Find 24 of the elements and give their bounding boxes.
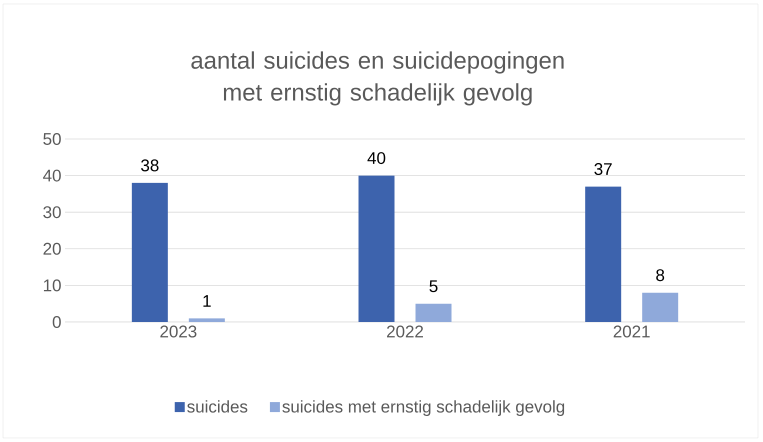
- legend-label: suicides: [187, 400, 248, 413]
- x-tick-label: 2023: [160, 326, 196, 338]
- data-label: 1: [203, 295, 211, 307]
- data-label: 38: [141, 159, 159, 172]
- legend-label: suicides met ernstig schadelijk gevolg: [282, 400, 564, 416]
- bar: [642, 292, 678, 322]
- data-label: 8: [656, 269, 664, 282]
- bar: [132, 182, 168, 322]
- bar: [416, 304, 452, 322]
- bar: [188, 318, 225, 322]
- y-tick-label: 0: [52, 316, 61, 328]
- data-label: 40: [367, 152, 386, 164]
- bar: [358, 176, 395, 322]
- y-tick-label: 20: [44, 242, 61, 255]
- y-tick-label: 40: [43, 170, 61, 182]
- data-label: 37: [594, 163, 612, 176]
- x-tick-label: 2021: [614, 326, 650, 338]
- y-tick-label: 10: [44, 279, 61, 292]
- y-tick-label: 50: [43, 132, 61, 145]
- bar: [585, 186, 622, 322]
- data-label: 5: [429, 280, 438, 292]
- y-tick-label: 30: [43, 206, 61, 218]
- chart-title: aantal suicides en suicidepogingen met ernstig schadelijk gevolg: [191, 51, 564, 106]
- x-tick-label: 2022: [387, 326, 423, 338]
